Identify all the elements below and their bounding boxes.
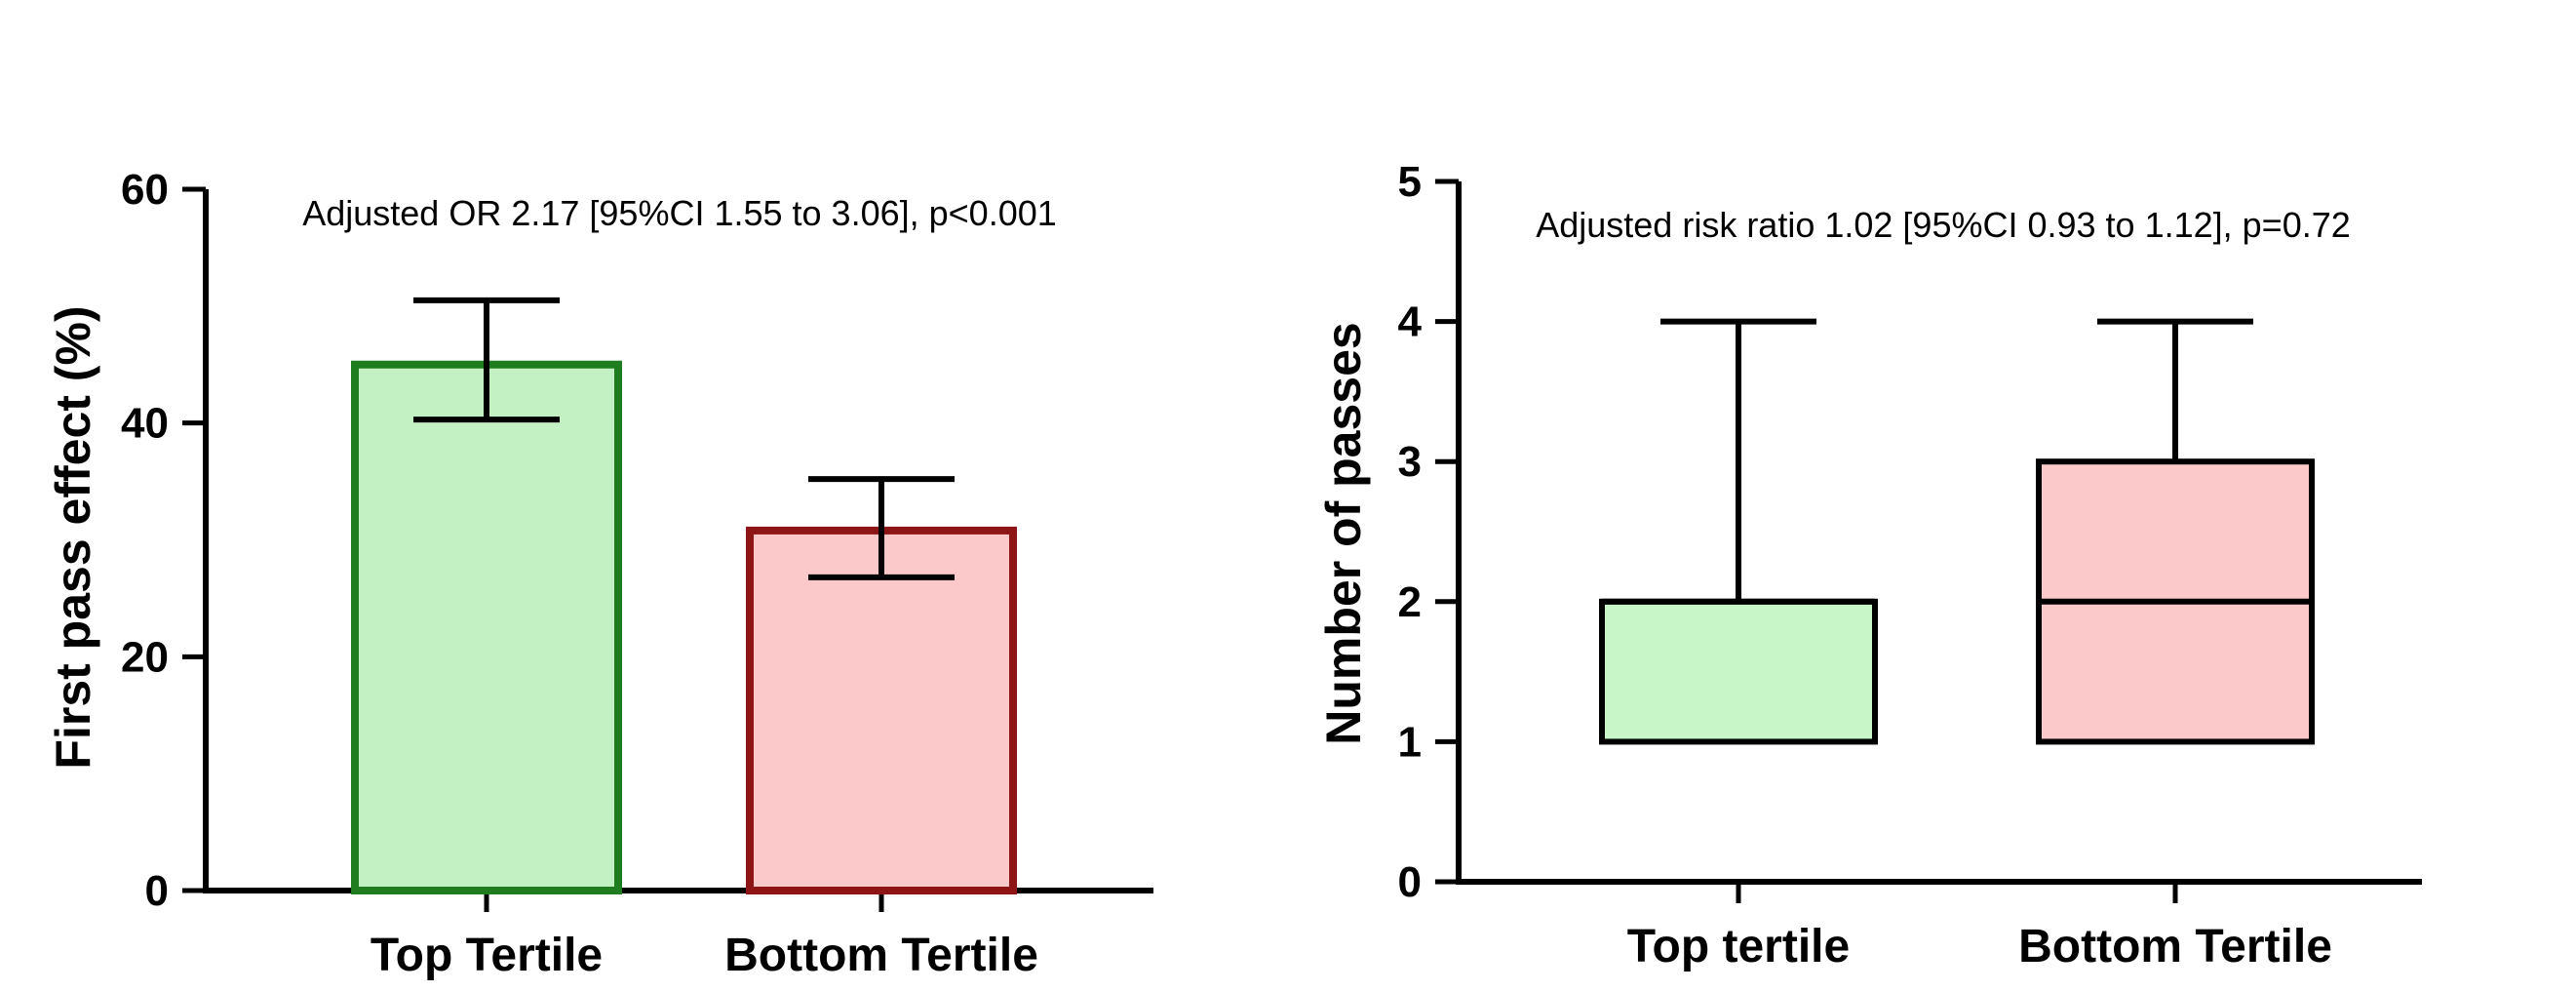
box-top-tertile: [1599, 598, 1878, 745]
y-tick-label-right: 4: [1398, 298, 1423, 346]
y-tick-label-right: 0: [1398, 858, 1422, 906]
y-tick-label-left: 0: [145, 867, 169, 915]
y-tick-label-left: 20: [121, 633, 169, 681]
x-category-label-top-tertile: Top Tertile: [371, 930, 603, 981]
y-tick-label-right: 2: [1398, 578, 1422, 626]
bar-top-tertile: [351, 360, 622, 894]
y-tick-label-right: 5: [1398, 158, 1422, 206]
x-category-label-bottom-tertile: Bottom Tertile: [724, 930, 1038, 981]
y-tick-label-left: 60: [121, 166, 169, 214]
y-tick-label-right: 1: [1398, 718, 1422, 766]
bar-bottom-tertile: [746, 526, 1017, 894]
y-tick-label-left: 40: [121, 400, 169, 448]
x-category-label-top-tertile: Top tertile: [1627, 921, 1850, 972]
left-y-axis-title: First pass effect (%): [46, 305, 100, 770]
y-tick-label-right: 3: [1398, 438, 1422, 486]
x-category-label-bottom-tertile: Bottom Tertile: [2018, 921, 2332, 972]
left-annotation: Adjusted OR 2.17 [95%CI 1.55 to 3.06], p…: [302, 193, 1057, 233]
right-annotation: Adjusted risk ratio 1.02 [95%CI 0.93 to …: [1536, 205, 2351, 245]
right-y-axis-title: Number of passes: [1316, 322, 1371, 745]
